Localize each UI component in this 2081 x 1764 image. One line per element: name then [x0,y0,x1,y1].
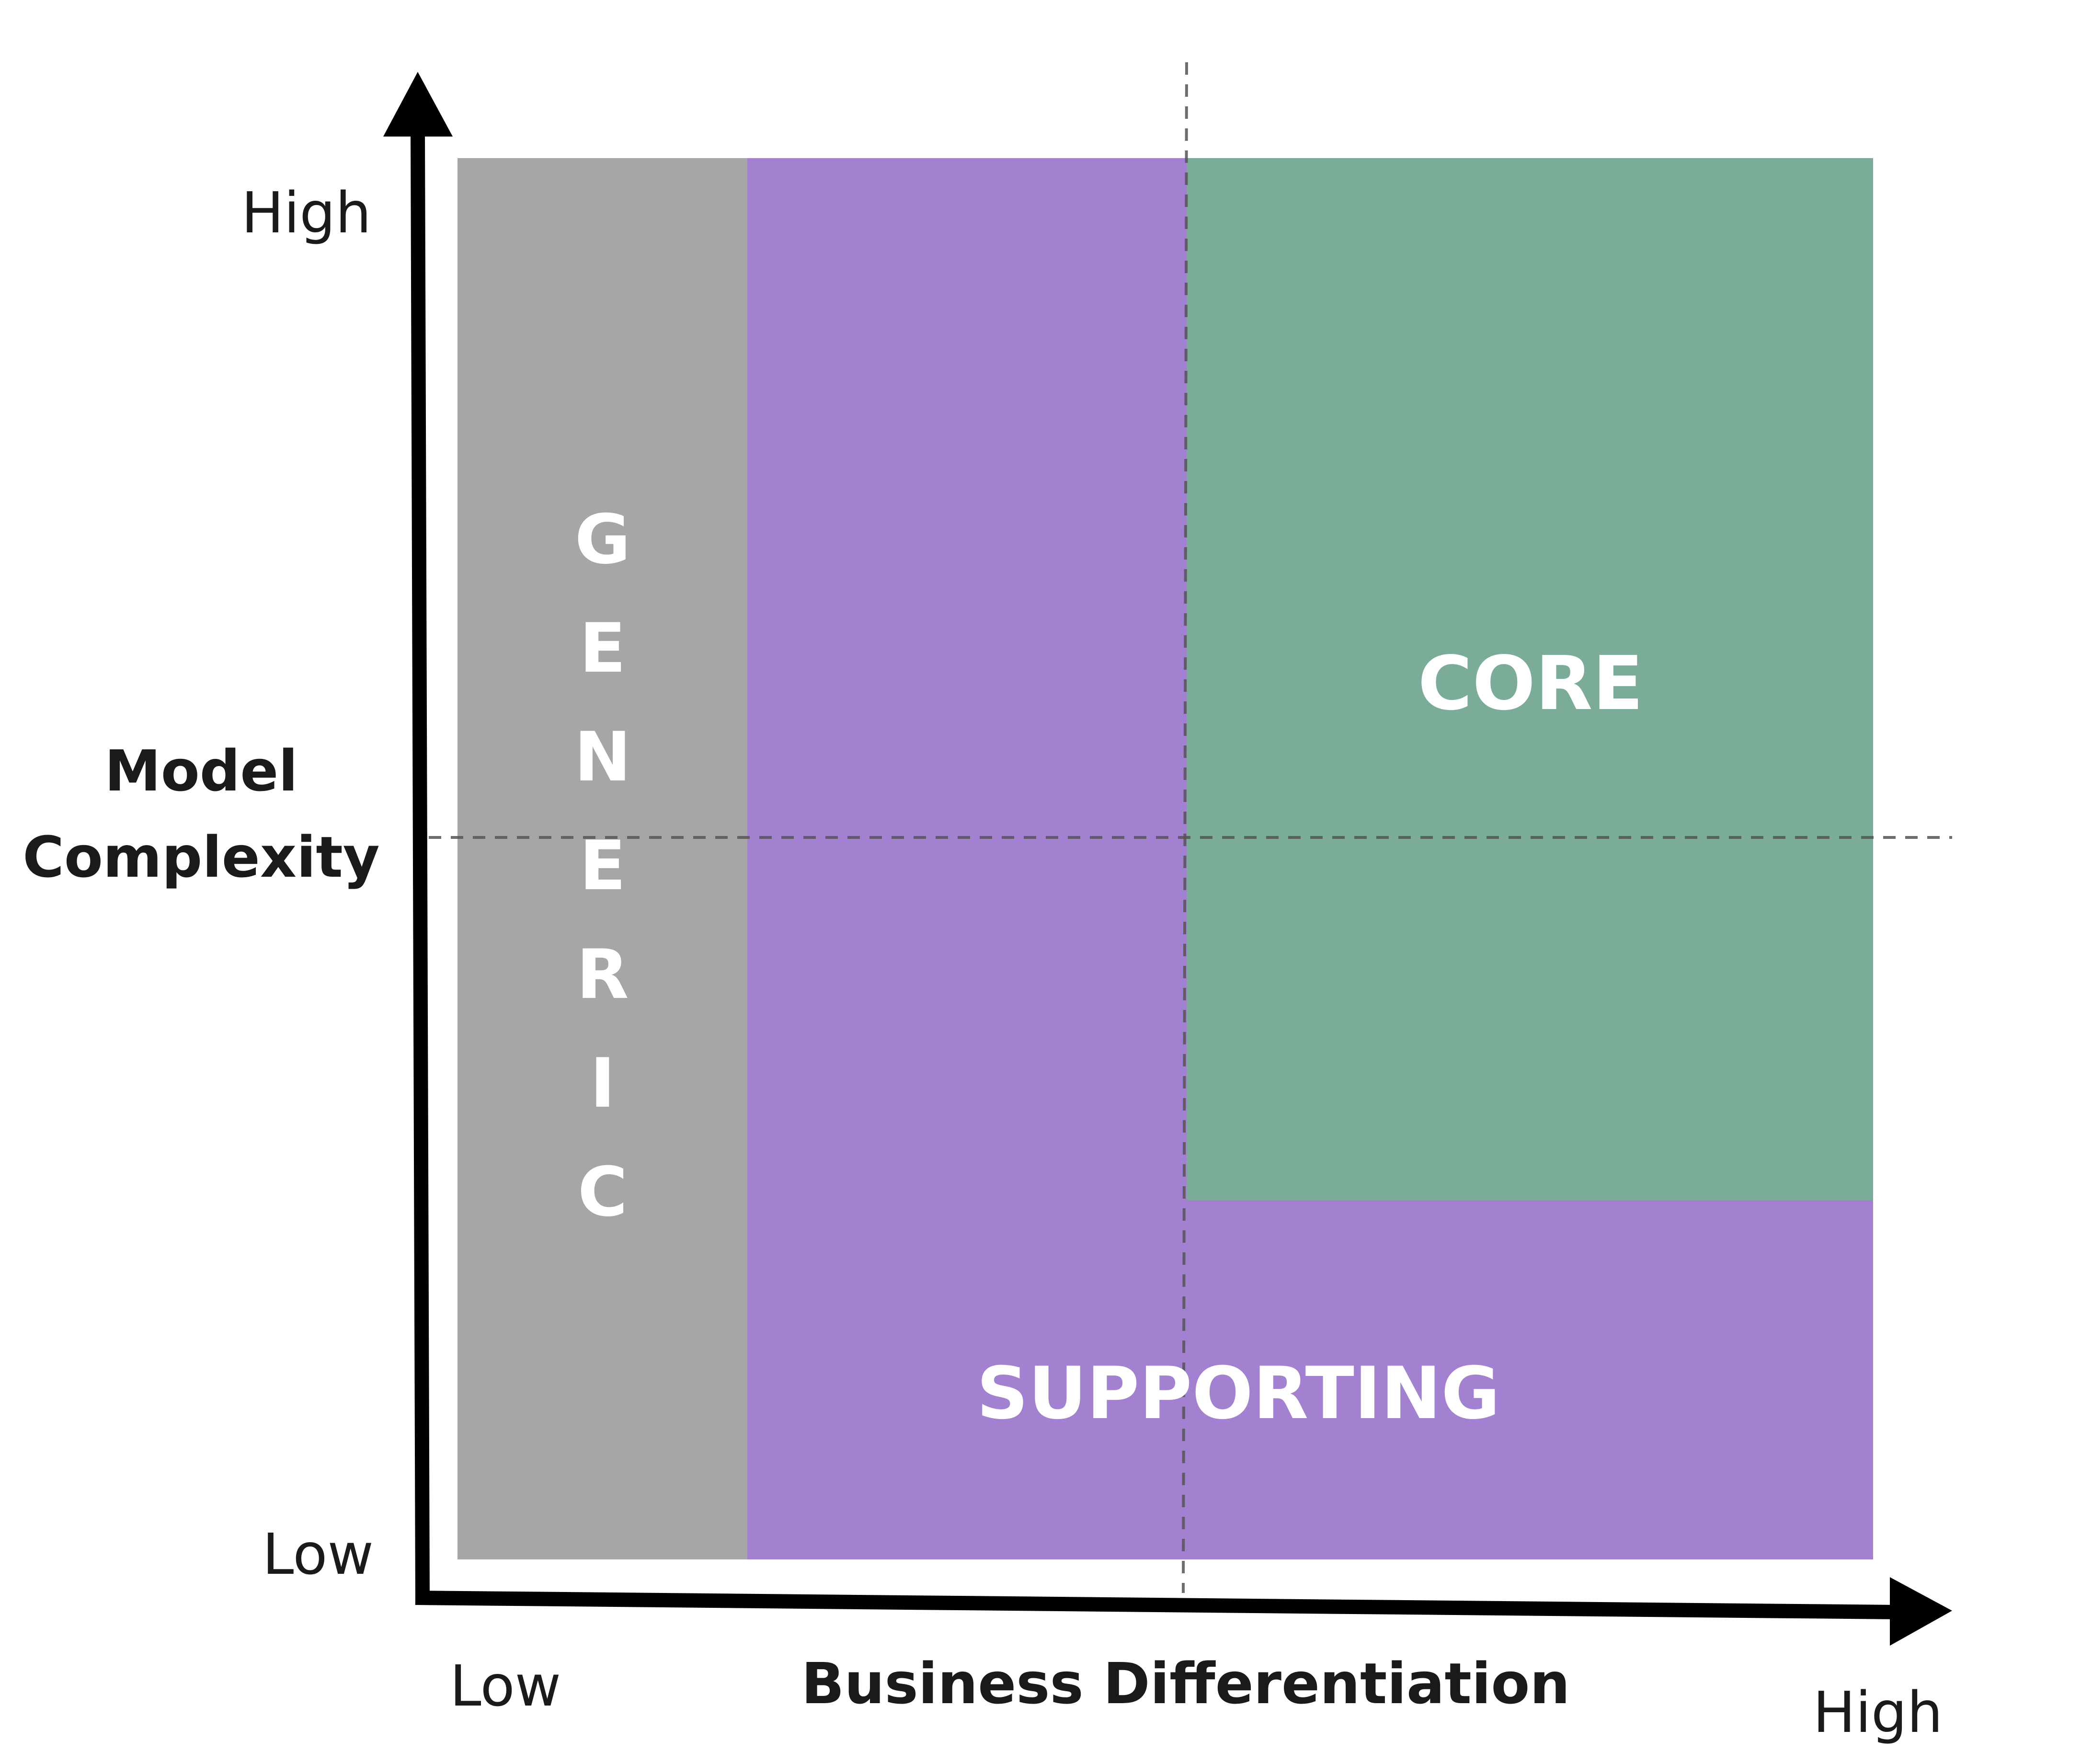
x-axis-line [415,1591,1898,1619]
y-axis-title-line1: Model [104,738,297,804]
x-axis-high-label: High [1813,1679,1943,1745]
x-axis-arrowhead [1890,1577,1952,1646]
supporting-label: SUPPORTING [977,1352,1500,1435]
x-axis-low-label: Low [450,1653,561,1719]
core-region [1187,158,1873,1200]
y-axis-title-line2: Complexity [23,824,379,890]
y-axis-arrowhead [383,72,453,137]
y-axis-line [411,131,430,1602]
y-axis-low-label: Low [263,1521,374,1587]
x-axis-title: Business Differentiation [801,1650,1570,1717]
supporting-region-lower [747,1200,1873,1559]
core-label: CORE [1418,640,1644,727]
supporting-region-upper [747,158,1187,1200]
y-axis-high-label: High [241,180,371,246]
generic-region [457,158,747,1559]
